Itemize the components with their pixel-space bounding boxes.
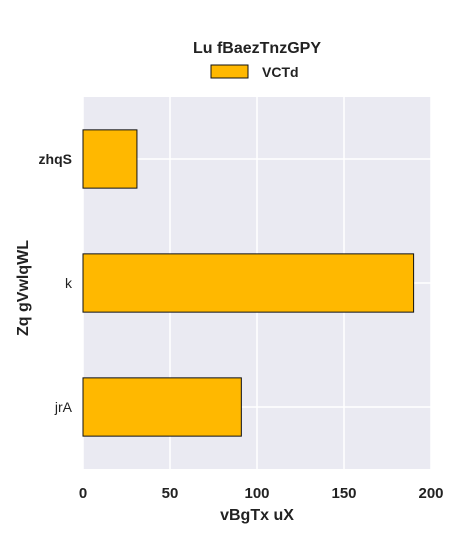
x-axis-label: vBgTx uX	[220, 507, 294, 524]
y-tick-label: jrA	[54, 399, 73, 415]
legend-label: VCTd	[262, 64, 299, 80]
y-tick-labels: zhqS k jrA	[39, 151, 73, 415]
legend-swatch	[210, 64, 249, 79]
y-tick-label: k	[65, 275, 73, 291]
x-tick-labels: 0 50 100 150 200	[79, 485, 444, 502]
x-tick-label: 150	[331, 485, 356, 502]
bar-k	[82, 253, 415, 313]
legend: VCTd	[210, 64, 299, 80]
x-tick-label: 100	[244, 485, 269, 502]
bar-zhqS	[82, 129, 138, 189]
chart-title: Lu fBaezTnzGPY	[193, 40, 321, 57]
bars	[82, 129, 415, 437]
x-tick-label: 0	[79, 485, 87, 502]
y-axis-label: Zq gVwlqWL	[15, 240, 32, 336]
y-tick-label: zhqS	[39, 151, 72, 167]
x-tick-label: 50	[162, 485, 179, 502]
x-tick-label: 200	[418, 485, 443, 502]
bar-jrA	[82, 377, 242, 437]
